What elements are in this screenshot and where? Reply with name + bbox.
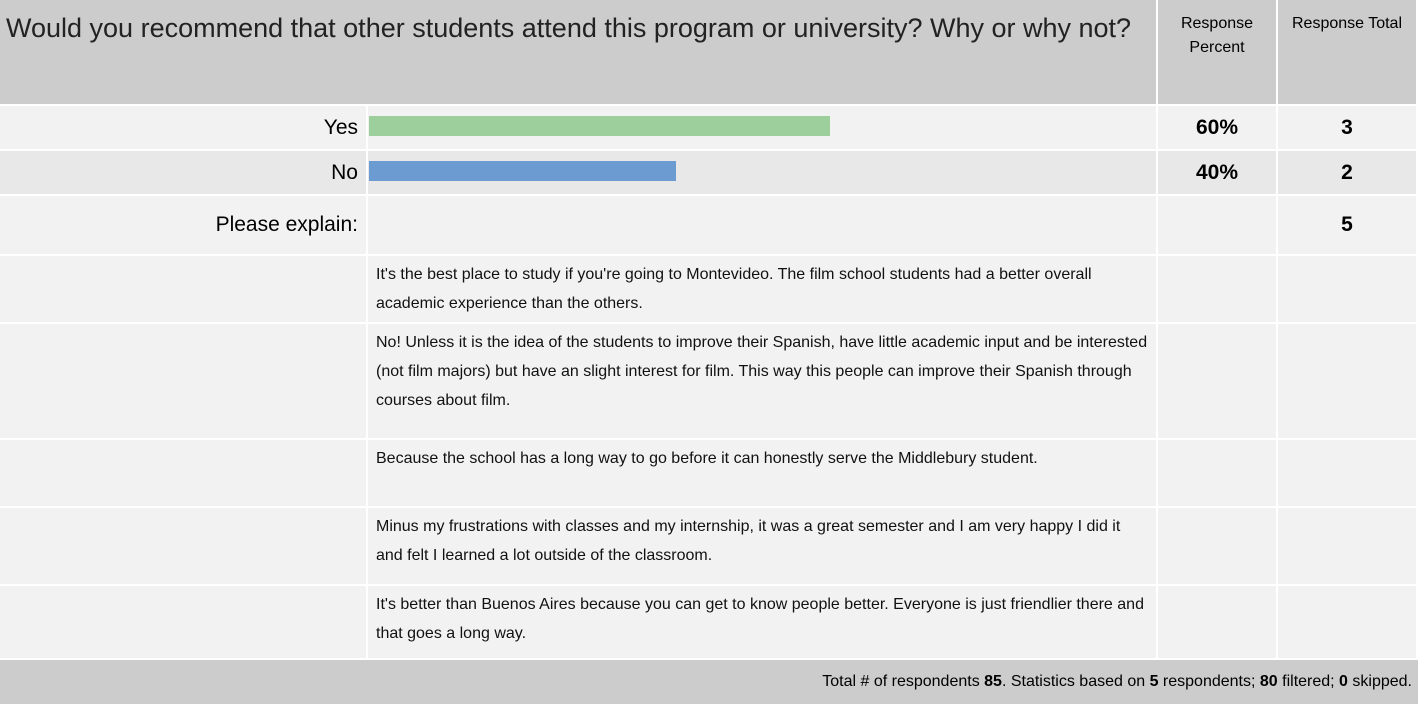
footer-number: 5 bbox=[1149, 673, 1159, 690]
blank-cell bbox=[0, 440, 368, 508]
percent: 40% bbox=[1195, 160, 1239, 184]
comment-cell: Minus my frustrations with classes and m… bbox=[368, 508, 1158, 586]
comment-cell: It's better than Buenos Aires because yo… bbox=[368, 586, 1158, 660]
blank-cell bbox=[0, 508, 368, 586]
comment-cell: It's the best place to study if you're g… bbox=[368, 256, 1158, 324]
total-heading: Response Total bbox=[1292, 15, 1402, 32]
comment: No! Unless it is the idea of the student… bbox=[376, 334, 1148, 409]
total: 2 bbox=[1341, 160, 1353, 184]
blank-cell bbox=[1158, 256, 1278, 324]
blank-cell bbox=[1278, 440, 1418, 508]
footer-text: filtered; bbox=[1277, 673, 1340, 690]
blank-cell bbox=[1278, 586, 1418, 660]
option-label: Yes bbox=[0, 106, 368, 151]
explain-label: Please explain: bbox=[0, 196, 368, 256]
option-label: No bbox=[0, 151, 368, 196]
option-text: No bbox=[331, 160, 358, 184]
comment-cell: Because the school has a long way to go … bbox=[368, 440, 1158, 508]
footer-number: 85 bbox=[984, 673, 1002, 690]
blank-cell bbox=[368, 196, 1158, 256]
blank-cell bbox=[1158, 324, 1278, 440]
blank-cell bbox=[1278, 324, 1418, 440]
total-cell: 5 bbox=[1278, 196, 1418, 256]
comment: Minus my frustrations with classes and m… bbox=[376, 518, 1121, 564]
footer-text: Total # of respondents bbox=[822, 673, 985, 690]
percent-cell: 40% bbox=[1158, 151, 1278, 196]
blank-cell bbox=[0, 586, 368, 660]
percent-heading: Response Percent bbox=[1180, 15, 1254, 56]
bar bbox=[369, 116, 830, 136]
explain-text: Please explain: bbox=[215, 213, 358, 236]
percent-header: Response Percent bbox=[1158, 0, 1278, 106]
bar-cell bbox=[368, 151, 1158, 196]
total-cell: 3 bbox=[1278, 106, 1418, 151]
comment: Because the school has a long way to go … bbox=[376, 450, 1038, 467]
question-header: Would you recommend that other students … bbox=[0, 0, 1158, 106]
percent-cell: 60% bbox=[1158, 106, 1278, 151]
comment-cell: No! Unless it is the idea of the student… bbox=[368, 324, 1158, 440]
blank-cell bbox=[1278, 256, 1418, 324]
explain-total: 5 bbox=[1341, 213, 1353, 236]
blank-cell bbox=[1278, 508, 1418, 586]
bar-cell bbox=[368, 106, 1158, 151]
comment: It's better than Buenos Aires because yo… bbox=[376, 596, 1144, 642]
blank-cell bbox=[0, 324, 368, 440]
option-text: Yes bbox=[323, 115, 358, 139]
footer-text: . Statistics based on bbox=[1001, 673, 1150, 690]
footer-text: skipped. bbox=[1347, 673, 1412, 690]
total: 3 bbox=[1341, 115, 1353, 139]
blank-cell bbox=[1158, 508, 1278, 586]
footer: Total # of respondents 85. Statistics ba… bbox=[0, 660, 1418, 704]
footer-number: 80 bbox=[1259, 673, 1278, 690]
bar bbox=[369, 161, 677, 181]
blank-cell bbox=[1158, 196, 1278, 256]
question: Would you recommend that other students … bbox=[6, 13, 1132, 43]
footer-number: 0 bbox=[1339, 673, 1348, 690]
comment: It's the best place to study if you're g… bbox=[376, 266, 1092, 312]
blank-cell bbox=[0, 256, 368, 324]
blank-cell bbox=[1158, 586, 1278, 660]
total-header: Response Total bbox=[1278, 0, 1418, 106]
percent: 60% bbox=[1195, 115, 1239, 139]
blank-cell bbox=[1158, 440, 1278, 508]
footer-text: respondents; bbox=[1158, 673, 1260, 690]
total-cell: 2 bbox=[1278, 151, 1418, 196]
